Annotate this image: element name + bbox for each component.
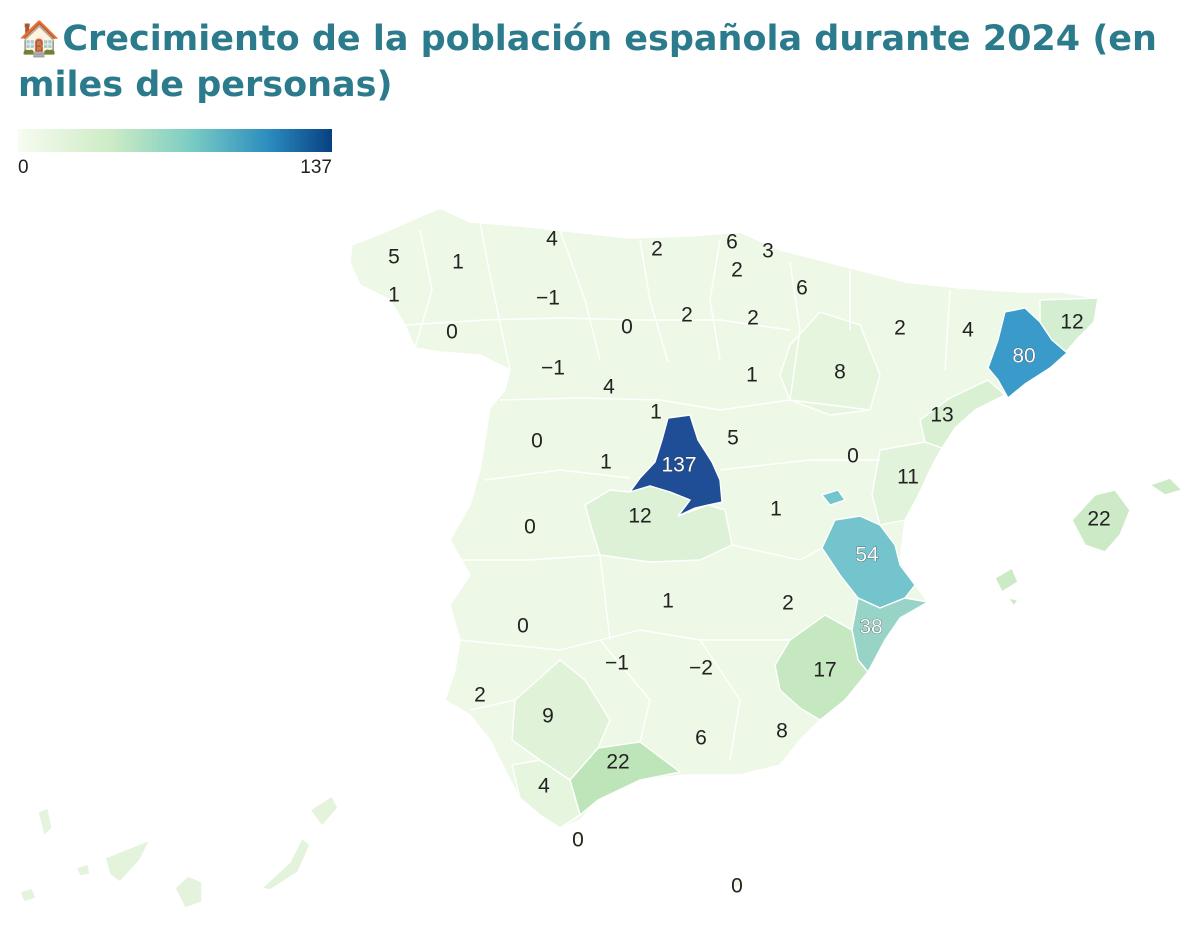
canarias-fuerteventura-shape bbox=[261, 837, 311, 891]
color-legend: 0 137 bbox=[18, 129, 332, 179]
region-barcelona-shape bbox=[987, 307, 1069, 399]
house-icon: 🏠 bbox=[18, 19, 61, 59]
title-text: Crecimiento de la población española dur… bbox=[18, 19, 1157, 105]
region-toledo-shape bbox=[584, 485, 733, 563]
region-value-label: 2 bbox=[782, 592, 794, 615]
region-value-label: 0 bbox=[572, 829, 584, 852]
region-value-label: 6 bbox=[796, 277, 808, 300]
legend-max-label: 137 bbox=[300, 157, 332, 178]
region-murcia-shape bbox=[774, 614, 869, 721]
province-borders bbox=[404, 221, 951, 761]
region-value-label: 0 bbox=[731, 875, 743, 898]
region-value-label: 13 bbox=[930, 404, 953, 427]
region-value-label: 8 bbox=[776, 720, 788, 743]
baleares-mallorca-shape bbox=[1071, 489, 1131, 553]
region-value-label: 137 bbox=[661, 454, 696, 477]
region-value-label: 1 bbox=[452, 251, 464, 274]
region-value-label: 2 bbox=[731, 259, 743, 282]
region-castellon-shape bbox=[871, 441, 943, 526]
region-value-label: 1 bbox=[600, 451, 612, 474]
region-value-label: 6 bbox=[695, 727, 707, 750]
legend-gradient-bar bbox=[18, 129, 332, 152]
region-value-label: 11 bbox=[897, 466, 919, 489]
region-value-label: 4 bbox=[603, 376, 615, 399]
legend-min-label: 0 bbox=[18, 157, 29, 178]
region-value-label: 1 bbox=[662, 590, 674, 613]
region-girona-shape bbox=[1039, 297, 1099, 353]
region-value-label: 4 bbox=[962, 319, 974, 342]
ceuta-shape bbox=[569, 829, 585, 841]
region-value-label: 1 bbox=[770, 498, 782, 521]
region-value-label: 6 bbox=[726, 231, 738, 254]
region-value-label: 12 bbox=[1060, 311, 1083, 334]
region-value-label: 5 bbox=[388, 246, 400, 269]
region-value-label: 1 bbox=[746, 364, 758, 387]
region-value-label: 1 bbox=[388, 284, 400, 307]
region-value-label: 22 bbox=[606, 751, 629, 774]
region-value-label: 4 bbox=[538, 775, 550, 798]
region-value-label: 0 bbox=[517, 615, 529, 638]
region-value-label: 0 bbox=[531, 430, 543, 453]
canarias-tenerife-shape bbox=[104, 839, 151, 883]
region-value-label: 8 bbox=[834, 361, 846, 384]
region-value-label: 0 bbox=[621, 316, 633, 339]
region-value-label: 4 bbox=[546, 228, 558, 251]
region-value-label: 9 bbox=[542, 705, 554, 728]
region-value-label: 5 bbox=[727, 427, 739, 450]
region-value-label: −1 bbox=[541, 357, 565, 380]
region-value-label: 54 bbox=[855, 544, 879, 567]
region-value-label: 0 bbox=[524, 516, 536, 539]
region-value-label: 17 bbox=[813, 659, 836, 682]
region-valencia-shape bbox=[821, 515, 916, 609]
canarias-lanzarote-shape bbox=[309, 795, 339, 827]
map-title: 🏠Crecimiento de la población española du… bbox=[18, 16, 1178, 108]
region-value-label: 0 bbox=[446, 321, 458, 344]
region-value-label: 2 bbox=[894, 317, 906, 340]
region-cadiz-shape bbox=[511, 759, 581, 829]
region-value-label: −1 bbox=[605, 652, 629, 675]
region-value-label: −2 bbox=[689, 657, 713, 680]
region-value-label: 3 bbox=[762, 240, 774, 263]
canarias-la-palma-shape bbox=[37, 807, 53, 837]
canarias-gran-canaria-shape bbox=[174, 875, 203, 909]
region-sevilla-shape bbox=[511, 659, 611, 781]
region-valencia-enclave-shape bbox=[821, 489, 846, 506]
region-value-label: 0 bbox=[847, 445, 859, 468]
baleares-ibiza-shape bbox=[994, 567, 1019, 593]
region-value-label: 22 bbox=[1087, 508, 1110, 531]
baleares-formentera-shape bbox=[1007, 597, 1019, 607]
baleares-menorca-shape bbox=[1149, 477, 1183, 496]
canarias-la-gomera-shape bbox=[75, 863, 91, 877]
region-value-label: 12 bbox=[628, 505, 651, 528]
region-value-label: 2 bbox=[747, 307, 759, 330]
melilla-shape bbox=[729, 877, 743, 889]
region-value-label: −1 bbox=[536, 287, 560, 310]
region-value-label: 80 bbox=[1012, 345, 1035, 368]
region-value-label: 2 bbox=[681, 304, 693, 327]
region-value-label: 38 bbox=[859, 616, 882, 639]
region-value-label: 2 bbox=[474, 684, 486, 707]
region-value-label: 1 bbox=[650, 401, 662, 424]
canarias-el-hierro-shape bbox=[19, 887, 37, 903]
region-value-label: 2 bbox=[651, 238, 663, 261]
region-malaga-shape bbox=[569, 741, 681, 816]
